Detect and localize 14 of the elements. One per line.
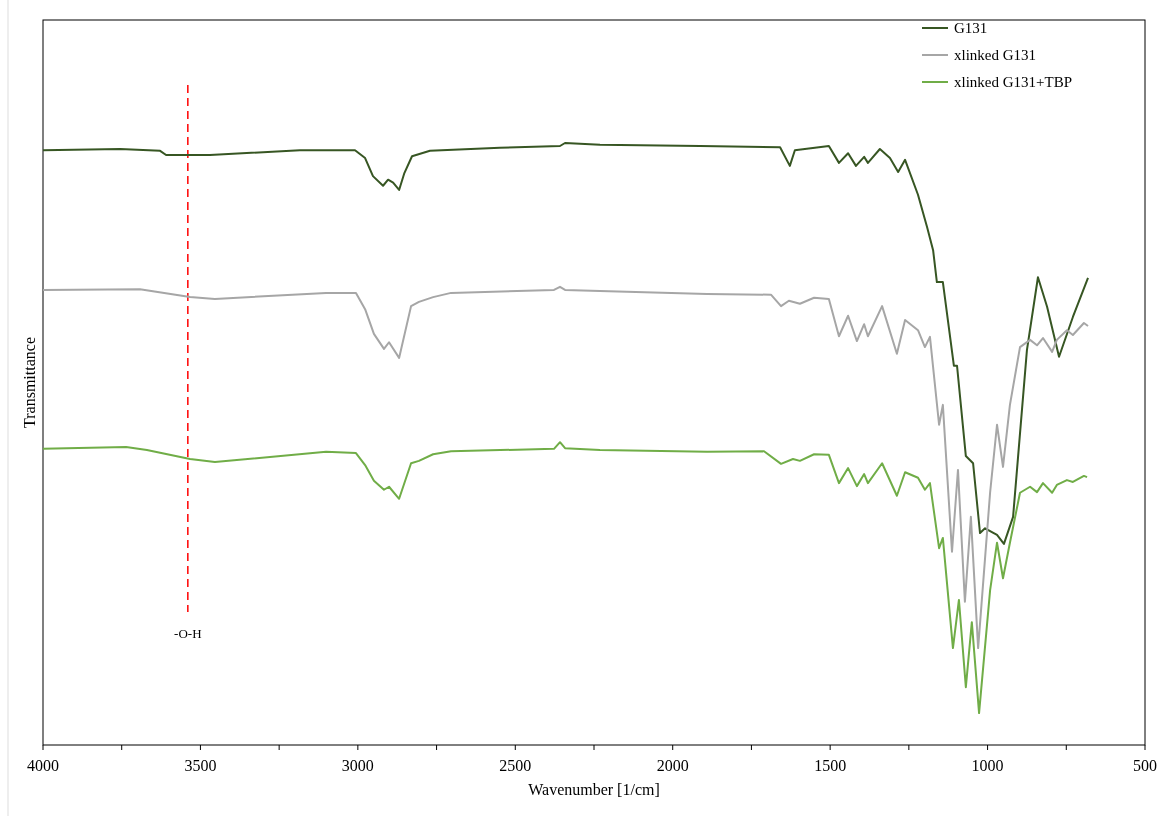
legend-label: xlinked G131+TBP bbox=[954, 74, 1073, 90]
x-tick-label: 1000 bbox=[971, 757, 1004, 774]
y-axis-title: Transmittance bbox=[21, 337, 38, 428]
ref-line-label: -O-H bbox=[174, 626, 202, 641]
x-tick-label: 2000 bbox=[656, 757, 689, 774]
x-tick-label: 1500 bbox=[814, 757, 847, 774]
x-tick-label: 2500 bbox=[499, 757, 532, 774]
x-tick-label: 500 bbox=[1133, 757, 1157, 774]
legend-label: xlinked G131 bbox=[954, 47, 1037, 63]
x-axis-title: Wavenumber [1/cm] bbox=[528, 781, 660, 798]
x-tick-label: 4000 bbox=[27, 757, 59, 774]
legend-label: G131 bbox=[954, 20, 988, 36]
x-tick-label: 3000 bbox=[341, 757, 374, 774]
x-tick-label: 3500 bbox=[184, 757, 217, 774]
